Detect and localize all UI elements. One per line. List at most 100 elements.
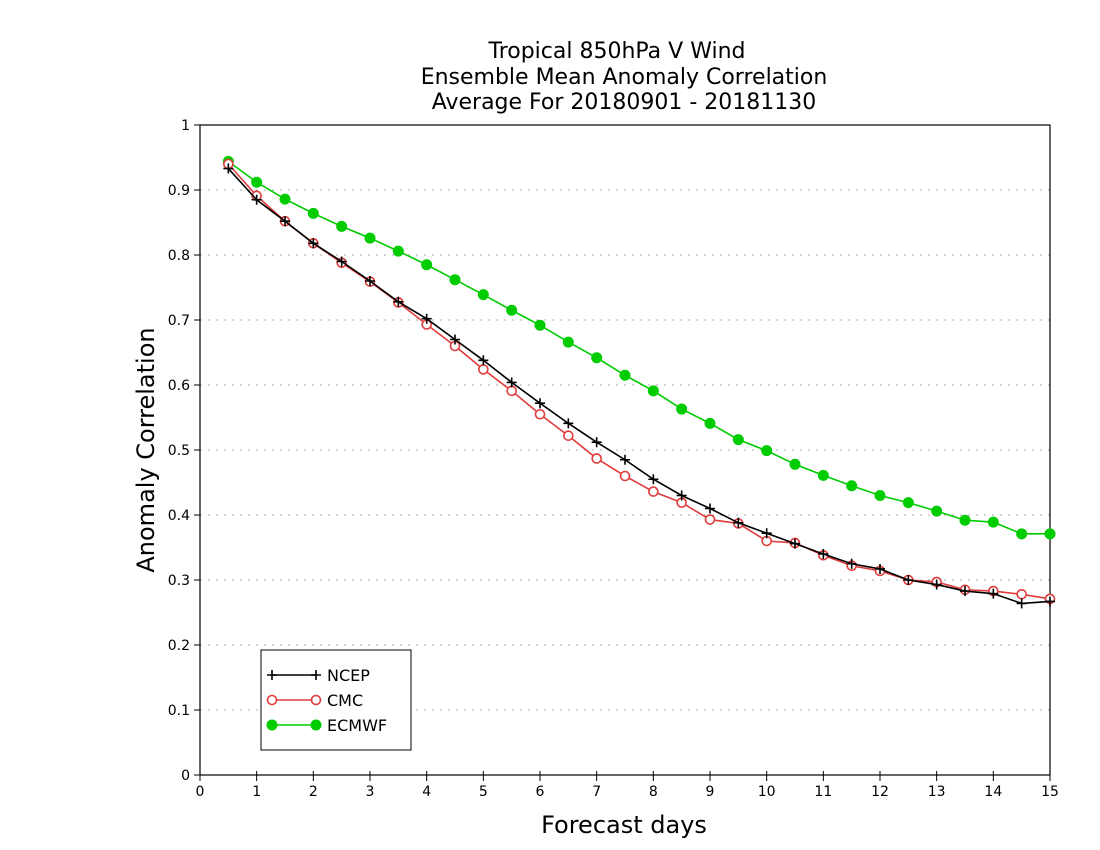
data-point [619, 369, 631, 381]
y-axis-label: Anomaly Correlation [132, 327, 160, 572]
y-tick-label: 0.2 [168, 638, 190, 654]
y-tick-label: 0.7 [168, 313, 190, 329]
data-point [1044, 528, 1056, 540]
data-point [931, 579, 942, 590]
series-ecmwf [222, 155, 1056, 540]
series-line [227, 168, 1051, 605]
data-point [563, 430, 574, 442]
chart-title: Tropical 850hPa V Wind Ensemble Mean Ano… [421, 39, 828, 115]
data-point [449, 274, 461, 286]
x-tick-label: 0 [196, 784, 205, 800]
data-point [761, 445, 773, 457]
series-line [227, 160, 1050, 535]
y-tick-label: 0.3 [168, 573, 190, 589]
y-axis: 0 0.1 0.2 0.3 0.4 0.5 0.6 0.7 0.8 0.9 1 [168, 118, 200, 784]
y-tick-label: 0 [181, 768, 190, 784]
data-point [280, 216, 290, 227]
x-tick-label: 10 [758, 784, 776, 800]
data-point [648, 486, 659, 497]
data-point [733, 517, 744, 528]
data-point [279, 193, 291, 205]
data-point [1016, 588, 1027, 600]
data-point [648, 474, 659, 485]
y-tick-label: 0.1 [168, 703, 190, 719]
data-point [647, 385, 659, 397]
data-point [506, 377, 517, 388]
x-axis-label: Forecast days [541, 811, 707, 839]
x-tick-label: 6 [536, 784, 545, 800]
data-point [1016, 528, 1028, 540]
data-point [818, 549, 829, 559]
data-point [251, 194, 262, 205]
x-tick-label: 14 [984, 784, 1002, 800]
legend-label: ECMWF [327, 716, 387, 735]
y-tick-label: 0.8 [168, 248, 190, 264]
data-point [336, 220, 348, 232]
data-point [846, 558, 857, 569]
data-point [506, 304, 518, 316]
legend-label: NCEP [327, 666, 370, 685]
series-cmc [223, 158, 1056, 605]
x-tick-label: 15 [1041, 784, 1059, 800]
x-tick-label: 5 [479, 784, 488, 800]
data-point [705, 503, 715, 514]
data-point [874, 490, 886, 501]
y-tick-label: 0.4 [168, 508, 190, 524]
data-point [478, 364, 489, 375]
data-point [732, 434, 744, 446]
x-tick-label: 9 [706, 784, 715, 800]
data-point [676, 490, 687, 501]
y-tick-label: 0.6 [168, 378, 190, 394]
data-point [1016, 598, 1027, 609]
legend-label: CMC [327, 691, 363, 710]
data-point [393, 296, 404, 307]
data-point [817, 469, 829, 481]
data-point [875, 563, 885, 574]
x-tick-label: 8 [649, 784, 658, 800]
x-tick-label: 2 [309, 784, 318, 800]
data-point [790, 538, 800, 549]
data-point [931, 505, 943, 517]
data-point [307, 207, 319, 219]
series-ncep [223, 163, 1055, 609]
data-point [477, 289, 489, 301]
data-point [761, 528, 772, 539]
data-point [563, 418, 574, 429]
series-line [227, 163, 1051, 600]
data-point [266, 694, 278, 706]
data-point [223, 163, 234, 174]
data-point [591, 437, 602, 448]
data-point [534, 408, 546, 420]
data-point [365, 276, 375, 286]
data-point [902, 497, 914, 509]
data-point [620, 454, 630, 465]
data-point [311, 670, 321, 680]
chart-title-line-1: Tropical 850hPa V Wind [487, 39, 745, 64]
data-point [310, 694, 322, 706]
data-point [988, 588, 999, 599]
x-axis: 0 1 2 3 4 5 6 7 8 9 10 11 12 13 14 15 [196, 771, 1059, 800]
data-point [478, 355, 489, 366]
data-point [987, 516, 999, 528]
legend-item-cmc: CMC [266, 691, 363, 710]
legend: NCEP CMC ECMWF [260, 649, 412, 751]
data-point [266, 719, 278, 731]
x-tick-label: 3 [366, 784, 375, 800]
data-point [336, 256, 347, 267]
y-tick-label: 1 [181, 118, 190, 134]
grid-lines [200, 189, 1050, 711]
data-point [789, 458, 801, 470]
data-point [903, 575, 914, 585]
y-tick-label: 0.5 [168, 443, 190, 459]
data-series [222, 155, 1056, 609]
x-tick-label: 1 [252, 784, 261, 800]
data-point [308, 238, 319, 249]
x-tick-label: 13 [928, 784, 946, 800]
chart-title-line-2: Ensemble Mean Anomaly Correlation [421, 65, 828, 90]
data-point [846, 480, 858, 492]
data-point [310, 719, 322, 731]
data-point [960, 586, 970, 597]
y-tick-label: 0.9 [168, 183, 190, 199]
data-point [591, 453, 602, 464]
